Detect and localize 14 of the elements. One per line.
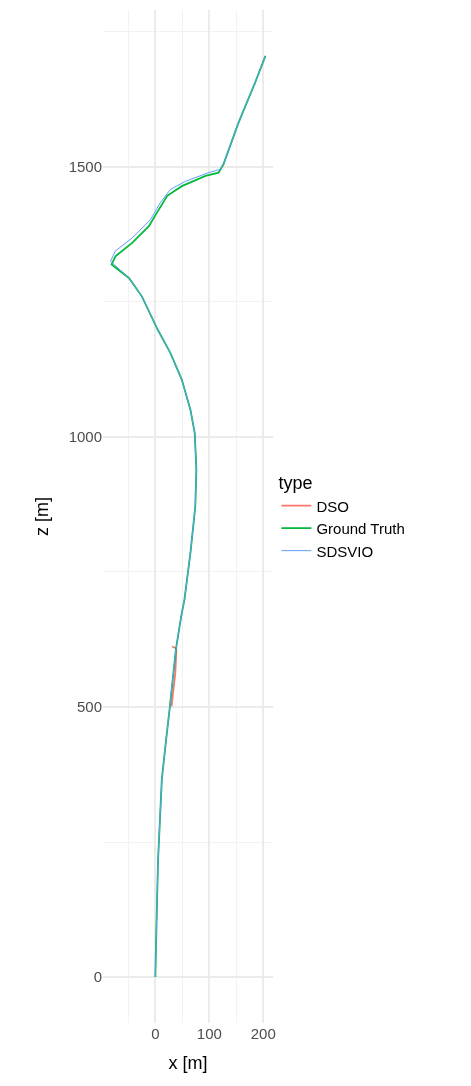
x-axis-title: x [m] (168, 1053, 208, 1074)
legend-title: type (278, 473, 313, 494)
legend-label: SDSVIO (316, 542, 374, 560)
line-series (170, 645, 178, 708)
y-tick-label: 1000 (68, 428, 102, 446)
y-tick-label: 0 (93, 968, 102, 986)
x-tick-label: 200 (250, 1025, 276, 1042)
y-tick-label: 500 (76, 698, 102, 716)
x-tick-label: 0 (151, 1025, 160, 1042)
y-axis-title: z [m] (31, 497, 52, 536)
legend-label: Ground Truth (316, 520, 405, 537)
y-tick-label: 1500 (68, 157, 102, 175)
x-tick-label: 100 (196, 1025, 222, 1042)
legend-label: DSO (316, 497, 349, 515)
